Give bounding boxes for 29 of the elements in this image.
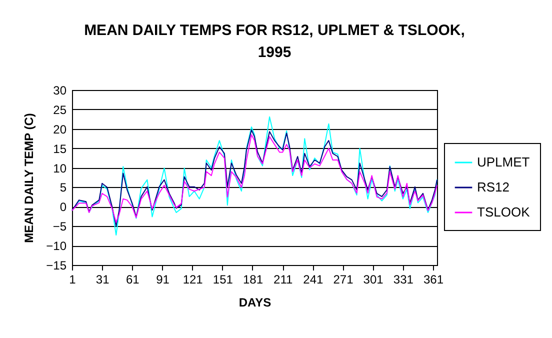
legend-label: RS12 (477, 180, 510, 194)
y-tick-label: 15 (53, 142, 67, 156)
legend-label: TSLOOK (477, 204, 530, 220)
x-tick-label: 31 (96, 272, 110, 286)
chart-title: MEAN DAILY TEMPS FOR RS12, UPLMET & TSLOOK, 1995 (84, 22, 465, 61)
x-tick-label: 61 (126, 272, 140, 286)
y-tick-label: 20 (53, 122, 67, 136)
y-tick-label: −15 (46, 258, 67, 272)
x-tick-label: 91 (156, 272, 170, 286)
x-tick-label: 211 (274, 272, 293, 286)
x-tick-label: 271 (333, 272, 354, 286)
x-axis-title: DAYS (238, 296, 272, 310)
y-tick-label: 25 (53, 102, 67, 117)
x-tick-label: 361 (423, 272, 444, 286)
y-tick-label: 30 (53, 84, 67, 98)
y-tick-label: 10 (53, 161, 67, 176)
legend-label: UPLMET (477, 154, 530, 170)
x-tick-label: 181 (242, 272, 264, 286)
y-tick-label: −10 (46, 239, 67, 254)
y-axis-title: MEAN DAILY TEMP (C) (22, 113, 36, 243)
y-tick-label: 0 (60, 200, 67, 214)
x-tick-label: 1 (69, 272, 76, 286)
y-tick-label: 5 (60, 180, 67, 195)
x-tick-label: 331 (393, 272, 414, 286)
x-tick-label: 151 (212, 272, 234, 286)
x-tick-label: 121 (182, 272, 204, 286)
x-tick-label: 301 (363, 272, 384, 286)
y-tick-label: −5 (52, 220, 67, 234)
x-tick-label: 241 (303, 272, 324, 286)
